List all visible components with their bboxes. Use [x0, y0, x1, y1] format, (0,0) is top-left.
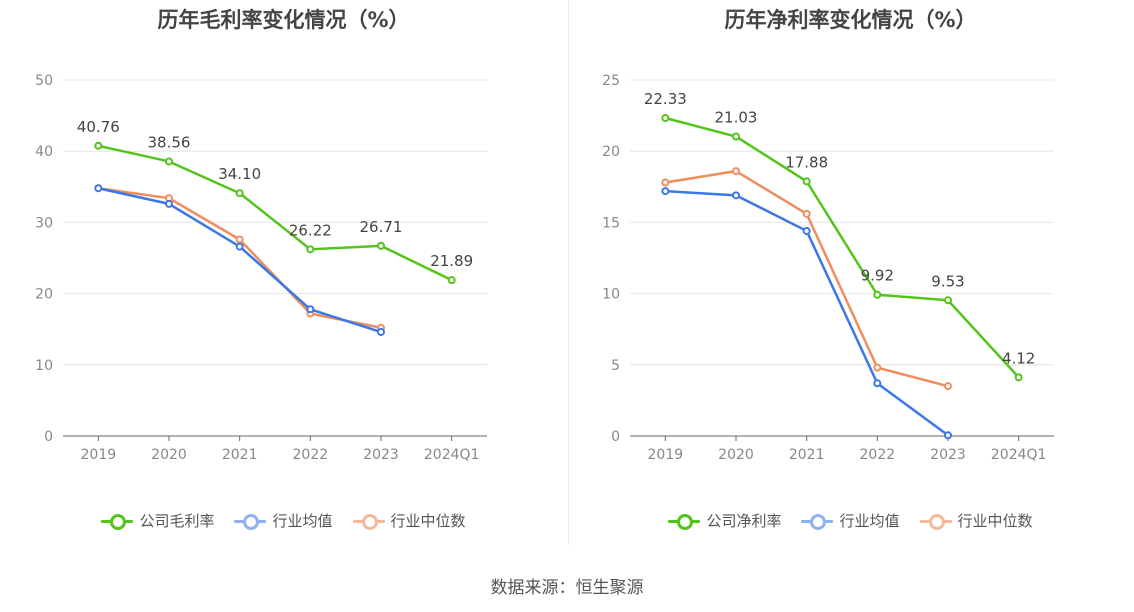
y-tick-label: 40 [35, 144, 53, 160]
data-point [873, 379, 882, 388]
legend-item-avg[interactable]: 行业均值 [234, 510, 333, 531]
data-point [732, 132, 740, 141]
legend-label: 公司净利率 [706, 512, 782, 530]
y-tick-label: 15 [602, 215, 620, 231]
data-label: 26.22 [289, 221, 332, 239]
panel-divider [568, 0, 569, 545]
net-margin-plot: 0 5 10 15 20 25 2019 2020 2021 2022 2023 2024Q1 22.3… [602, 73, 1054, 463]
x-tick-label: 2019 [648, 447, 684, 463]
x-tick-label: 2024Q1 [424, 447, 480, 463]
x-tick-label: 2020 [718, 447, 754, 463]
legend-label: 行业中位数 [957, 512, 1033, 530]
x-tick-label: 2021 [789, 447, 825, 463]
chart-legend: 公司毛利率 行业均值 行业中位数 [0, 510, 567, 531]
y-tick-label: 20 [602, 144, 620, 160]
legend-label: 行业均值 [272, 512, 333, 530]
data-point [165, 157, 173, 166]
series-line [98, 186, 382, 330]
data-label: 17.88 [785, 153, 828, 171]
data-label: 38.56 [148, 133, 191, 151]
data-label: 9.92 [861, 267, 894, 285]
y-tick-label: 30 [35, 215, 53, 231]
gross-margin-plot: 0 10 20 30 40 50 2019 2020 2021 2022 2023 2024Q1 40.… [35, 73, 487, 463]
x-tick-label: 2019 [81, 447, 117, 463]
data-label: 9.53 [931, 272, 964, 290]
x-tick-label: 2023 [363, 447, 399, 463]
data-point [661, 187, 670, 196]
data-point [235, 242, 244, 251]
x-tick-label: 2022 [293, 447, 329, 463]
legend-label: 公司毛利率 [139, 512, 215, 530]
chart-title: 历年净利率变化情况（%） [724, 8, 977, 32]
y-tick-label: 10 [602, 287, 620, 303]
legend-swatch-icon [234, 513, 267, 530]
data-point [377, 241, 385, 250]
data-point [306, 245, 315, 254]
data-point [873, 290, 882, 299]
gross-margin-chart: 历年毛利率变化情况（%） 0 10 20 30 40 50 2019 2020 2021 2022… [0, 0, 567, 560]
legend-item-company[interactable]: 公司净利率 [668, 510, 781, 531]
data-point [802, 209, 811, 218]
chart-legend: 公司净利率 行业均值 行业中位数 [567, 510, 1134, 531]
legend-item-company[interactable]: 公司毛利率 [101, 510, 214, 531]
series-line [665, 116, 1020, 379]
x-tick-label: 2020 [151, 447, 187, 463]
data-point [732, 167, 740, 176]
data-label: 40.76 [77, 118, 120, 136]
data-point [873, 363, 882, 372]
y-tick-label: 25 [602, 73, 620, 89]
legend-item-median[interactable]: 行业中位数 [919, 510, 1033, 531]
data-point [944, 382, 952, 391]
y-tick-label: 20 [35, 287, 53, 303]
series-line [665, 169, 949, 388]
data-label: 21.89 [430, 252, 473, 270]
series-line [98, 144, 453, 282]
data-label: 22.33 [644, 90, 687, 108]
data-label: 21.03 [715, 109, 758, 127]
data-source-note: 数据来源：恒生聚源 [490, 578, 644, 598]
net-margin-chart: 历年净利率变化情况（%） 0 5 10 15 20 25 2019 2020 2021 2022 2… [567, 0, 1134, 560]
data-point [235, 235, 244, 244]
legend-item-avg[interactable]: 行业均值 [801, 510, 900, 531]
data-point [944, 431, 952, 440]
series-line [98, 187, 382, 334]
y-tick-label: 50 [35, 73, 53, 89]
data-point [447, 276, 456, 285]
data-point [802, 177, 811, 186]
data-point [1014, 373, 1023, 382]
data-point [732, 191, 740, 200]
chart-title: 历年毛利率变化情况（%） [157, 8, 410, 32]
legend-swatch-icon [919, 513, 952, 530]
legend-item-median[interactable]: 行业中位数 [352, 510, 466, 531]
y-tick-label: 10 [35, 358, 53, 374]
legend-swatch-icon [668, 513, 701, 530]
data-point [94, 184, 103, 193]
x-tick-label: 2022 [860, 447, 896, 463]
data-point [661, 114, 670, 123]
data-point [944, 296, 952, 305]
y-tick-label: 5 [611, 358, 620, 374]
legend-swatch-icon [801, 513, 834, 530]
legend-label: 行业中位数 [390, 512, 466, 530]
y-tick-label: 0 [611, 429, 620, 445]
data-point [377, 328, 385, 337]
data-point [94, 141, 103, 150]
y-tick-label: 0 [44, 429, 53, 445]
x-tick-label: 2024Q1 [991, 447, 1047, 463]
legend-swatch-icon [352, 513, 385, 530]
x-tick-label: 2023 [930, 447, 966, 463]
legend-swatch-icon [101, 513, 134, 530]
data-label: 34.10 [218, 165, 261, 183]
x-tick-label: 2021 [222, 447, 258, 463]
data-point [661, 178, 670, 187]
data-point [165, 199, 173, 208]
data-label: 26.71 [360, 218, 403, 236]
legend-label: 行业均值 [839, 512, 900, 530]
data-point [235, 189, 244, 198]
data-point [306, 305, 315, 314]
data-label: 4.12 [1002, 349, 1035, 367]
data-point [802, 226, 811, 235]
